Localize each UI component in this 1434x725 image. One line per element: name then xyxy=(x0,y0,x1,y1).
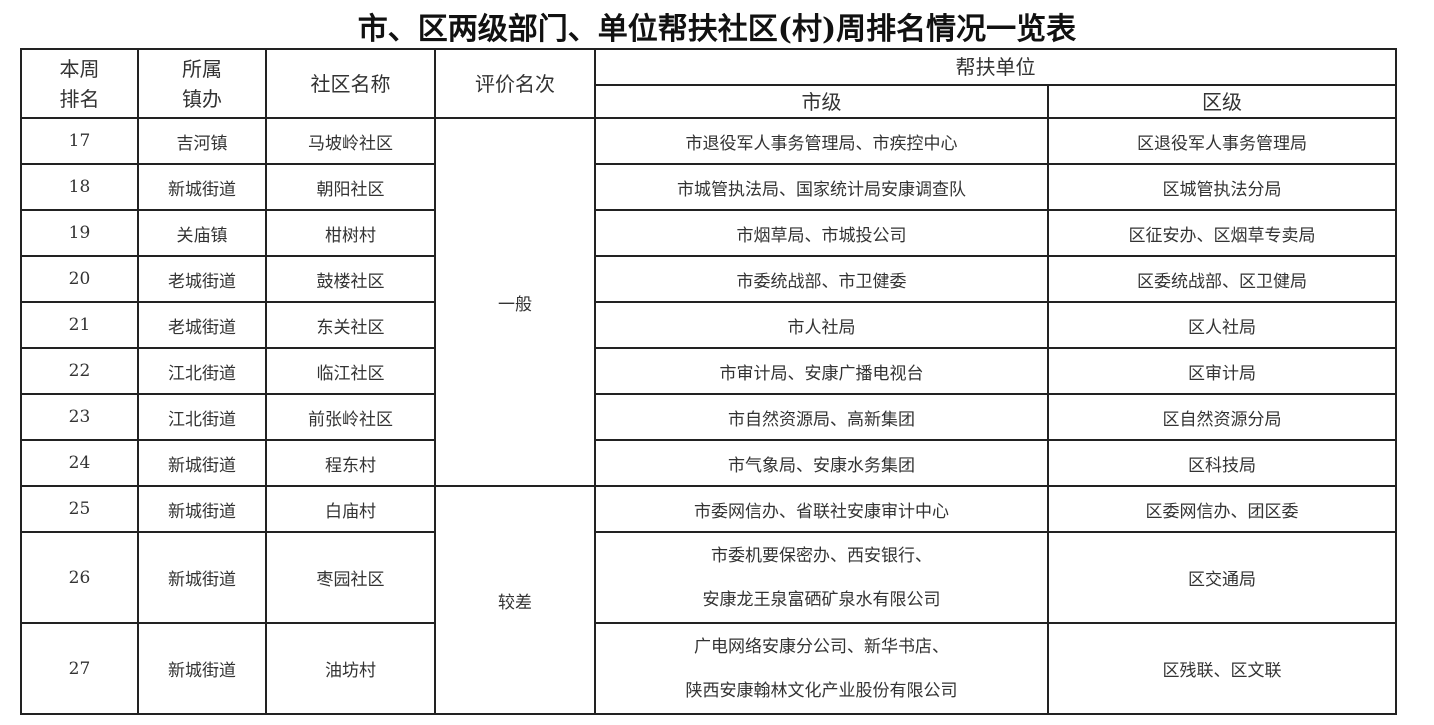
district-support-cell: 区委网信办、团区委 xyxy=(1047,485,1397,533)
town-cell: 关庙镇 xyxy=(137,209,267,257)
town-cell: 江北街道 xyxy=(137,347,267,395)
city-support-line: 陕西安康翰林文化产业股份有限公司 xyxy=(685,680,958,701)
community-cell: 前张岭社区 xyxy=(265,393,436,441)
district-support-cell: 区审计局 xyxy=(1047,347,1397,395)
table-row: 18 新城街道 朝阳社区 市城管执法局、国家统计局安康调查队 区城管执法分局 xyxy=(20,163,1397,211)
city-support-line: 市委统战部、市卫健委 xyxy=(736,271,907,292)
header-evaluation: 评价名次 xyxy=(434,48,596,119)
town-cell: 新城街道 xyxy=(137,439,267,487)
community-cell: 白庙村 xyxy=(265,485,436,533)
evaluation-cell: 一般 xyxy=(434,117,596,487)
community-cell: 马坡岭社区 xyxy=(265,117,436,165)
city-support-line: 市委机要保密办、西安银行、 xyxy=(711,545,932,566)
rank-cell: 26 xyxy=(20,531,139,624)
rank-cell: 19 xyxy=(20,209,139,257)
town-cell: 老城街道 xyxy=(137,255,267,303)
rank-cell: 18 xyxy=(20,163,139,211)
header-rank: 本周 排名 xyxy=(20,48,139,119)
community-cell: 程东村 xyxy=(265,439,436,487)
city-support-line: 市气象局、安康水务集团 xyxy=(728,455,915,476)
rank-cell: 21 xyxy=(20,301,139,349)
table-row: 17 吉河镇 马坡岭社区 一般 市退役军人事务管理局、市疾控中心 区退役军人事务管理局 xyxy=(20,117,1397,487)
header-city: 市级 xyxy=(594,84,1049,119)
city-support-cell: 广电网络安康分公司、新华书店、 陕西安康翰林文化产业股份有限公司 xyxy=(594,622,1049,715)
district-support-cell: 区城管执法分局 xyxy=(1047,163,1397,211)
community-cell: 鼓楼社区 xyxy=(265,255,436,303)
header-community: 社区名称 xyxy=(265,48,436,119)
district-support-cell: 区委统战部、区卫健局 xyxy=(1047,255,1397,303)
community-cell: 东关社区 xyxy=(265,301,436,349)
community-cell: 朝阳社区 xyxy=(265,163,436,211)
city-support-cell: 市自然资源局、高新集团 xyxy=(594,393,1049,441)
city-support-line: 市自然资源局、高新集团 xyxy=(728,409,915,430)
header-town: 所属 镇办 xyxy=(137,48,267,119)
rank-cell: 27 xyxy=(20,622,139,715)
table-row: 23 江北街道 前张岭社区 市自然资源局、高新集团 区自然资源分局 xyxy=(20,393,1397,441)
rank-cell: 20 xyxy=(20,255,139,303)
header-district: 区级 xyxy=(1047,84,1397,119)
city-support-cell: 市人社局 xyxy=(594,301,1049,349)
town-cell: 吉河镇 xyxy=(137,117,267,165)
city-support-line: 市委网信办、省联社安康审计中心 xyxy=(694,501,949,522)
district-support-cell: 区退役军人事务管理局 xyxy=(1047,117,1397,165)
town-cell: 江北街道 xyxy=(137,393,267,441)
city-support-cell: 市委网信办、省联社安康审计中心 xyxy=(594,485,1049,533)
city-support-cell: 市退役军人事务管理局、市疾控中心 xyxy=(594,117,1049,165)
city-support-cell: 市城管执法局、国家统计局安康调查队 xyxy=(594,163,1049,211)
table-row: 24 新城街道 程东村 市气象局、安康水务集团 区科技局 xyxy=(20,439,1397,487)
rank-cell: 23 xyxy=(20,393,139,441)
district-support-cell: 区征安办、区烟草专卖局 xyxy=(1047,209,1397,257)
table-row: 27 新城街道 油坊村 广电网络安康分公司、新华书店、 陕西安康翰林文化产业股份有限公司… xyxy=(20,622,1397,715)
town-cell: 新城街道 xyxy=(137,622,267,715)
city-support-line: 市城管执法局、国家统计局安康调查队 xyxy=(677,179,966,200)
table-row: 20 老城街道 鼓楼社区 市委统战部、市卫健委 区委统战部、区卫健局 xyxy=(20,255,1397,303)
town-cell: 老城街道 xyxy=(137,301,267,349)
district-support-cell: 区交通局 xyxy=(1047,531,1397,624)
district-support-cell: 区人社局 xyxy=(1047,301,1397,349)
city-support-cell: 市气象局、安康水务集团 xyxy=(594,439,1049,487)
evaluation-cell: 较差 xyxy=(434,485,596,715)
city-support-line: 广电网络安康分公司、新华书店、 xyxy=(694,636,949,657)
city-support-cell: 市烟草局、市城投公司 xyxy=(594,209,1049,257)
table-row: 25 新城街道 白庙村 较差 市委网信办、省联社安康审计中心 区委网信办、团区委 xyxy=(20,485,1397,715)
table-row: 22 江北街道 临江社区 市审计局、安康广播电视台 区审计局 xyxy=(20,347,1397,395)
ranking-table: 本周 排名 所属 镇办 社区名称 评价名次 帮扶单位 市级 区级 17 吉河镇 马坡岭社… xyxy=(20,48,1397,715)
town-cell: 新城街道 xyxy=(137,163,267,211)
city-support-cell: 市委机要保密办、西安银行、 安康龙王泉富硒矿泉水有限公司 xyxy=(594,531,1049,624)
community-cell: 柑树村 xyxy=(265,209,436,257)
header-support: 帮扶单位 xyxy=(594,48,1397,86)
city-support-line: 市烟草局、市城投公司 xyxy=(736,225,907,246)
city-support-cell: 市审计局、安康广播电视台 xyxy=(594,347,1049,395)
district-support-cell: 区自然资源分局 xyxy=(1047,393,1397,441)
table-row: 26 新城街道 枣园社区 市委机要保密办、西安银行、 安康龙王泉富硒矿泉水有限公司 区交通… xyxy=(20,531,1397,624)
rank-cell: 17 xyxy=(20,117,139,165)
town-cell: 新城街道 xyxy=(137,531,267,624)
city-support-line: 市人社局 xyxy=(787,317,856,338)
district-support-cell: 区科技局 xyxy=(1047,439,1397,487)
town-cell: 新城街道 xyxy=(137,485,267,533)
district-support-cell: 区残联、区文联 xyxy=(1047,622,1397,715)
rank-cell: 25 xyxy=(20,485,139,533)
city-support-line: 市审计局、安康广播电视台 xyxy=(719,363,924,384)
community-cell: 临江社区 xyxy=(265,347,436,395)
city-support-line: 市退役军人事务管理局、市疾控中心 xyxy=(685,133,958,154)
community-cell: 枣园社区 xyxy=(265,531,436,624)
city-support-cell: 市委统战部、市卫健委 xyxy=(594,255,1049,303)
rank-cell: 24 xyxy=(20,439,139,487)
community-cell: 油坊村 xyxy=(265,622,436,715)
city-support-line: 安康龙王泉富硒矿泉水有限公司 xyxy=(702,589,941,610)
table-row: 19 关庙镇 柑树村 市烟草局、市城投公司 区征安办、区烟草专卖局 xyxy=(20,209,1397,257)
page-title: 市、区两级部门、单位帮扶社区(村)周排名情况一览表 xyxy=(357,12,1077,47)
table-row: 21 老城街道 东关社区 市人社局 区人社局 xyxy=(20,301,1397,349)
rank-cell: 22 xyxy=(20,347,139,395)
